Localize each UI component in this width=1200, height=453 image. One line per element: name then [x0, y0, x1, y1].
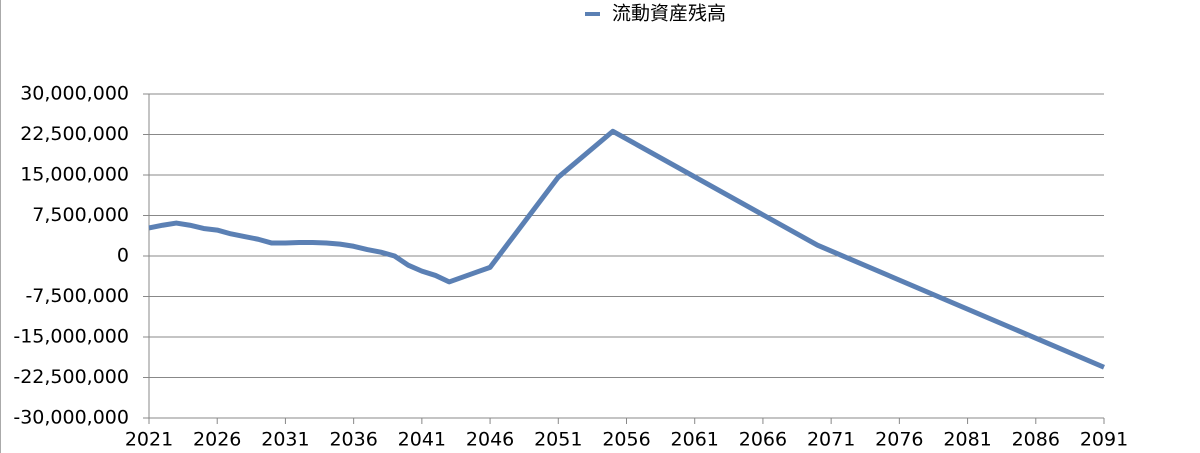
legend-label: 流動資産残高	[612, 3, 726, 25]
x-tick-label: 2086	[1012, 429, 1060, 451]
y-tick-label: -15,000,000	[13, 326, 129, 348]
y-tick-label: -30,000,000	[13, 407, 129, 429]
x-tick-label: 2061	[671, 429, 719, 451]
x-tick-label: 2081	[943, 429, 991, 451]
y-tick-label: -7,500,000	[25, 285, 129, 307]
x-tick-label: 2046	[466, 429, 514, 451]
y-tick-label: 30,000,000	[20, 83, 129, 105]
x-tick-label: 2036	[329, 429, 377, 451]
x-tick-label: 2066	[739, 429, 787, 451]
x-tick-label: 2056	[602, 429, 650, 451]
data-line	[148, 128, 1105, 370]
x-tick-label: 2076	[875, 429, 923, 451]
x-tick-label: 2021	[125, 429, 173, 451]
x-tick-label: 2031	[261, 429, 309, 451]
x-tick-label: 2041	[398, 429, 446, 451]
y-tick-label: 0	[117, 245, 129, 267]
x-tick-label: 2091	[1080, 429, 1128, 451]
x-tick-label: 2071	[807, 429, 855, 451]
y-tick-label: 22,500,000	[20, 123, 129, 145]
x-tick-label: 2026	[193, 429, 241, 451]
y-tick-label: -22,500,000	[13, 366, 129, 388]
y-tick-label: 7,500,000	[32, 204, 129, 226]
x-tick-label: 2051	[534, 429, 582, 451]
y-tick-label: 15,000,000	[20, 164, 129, 186]
